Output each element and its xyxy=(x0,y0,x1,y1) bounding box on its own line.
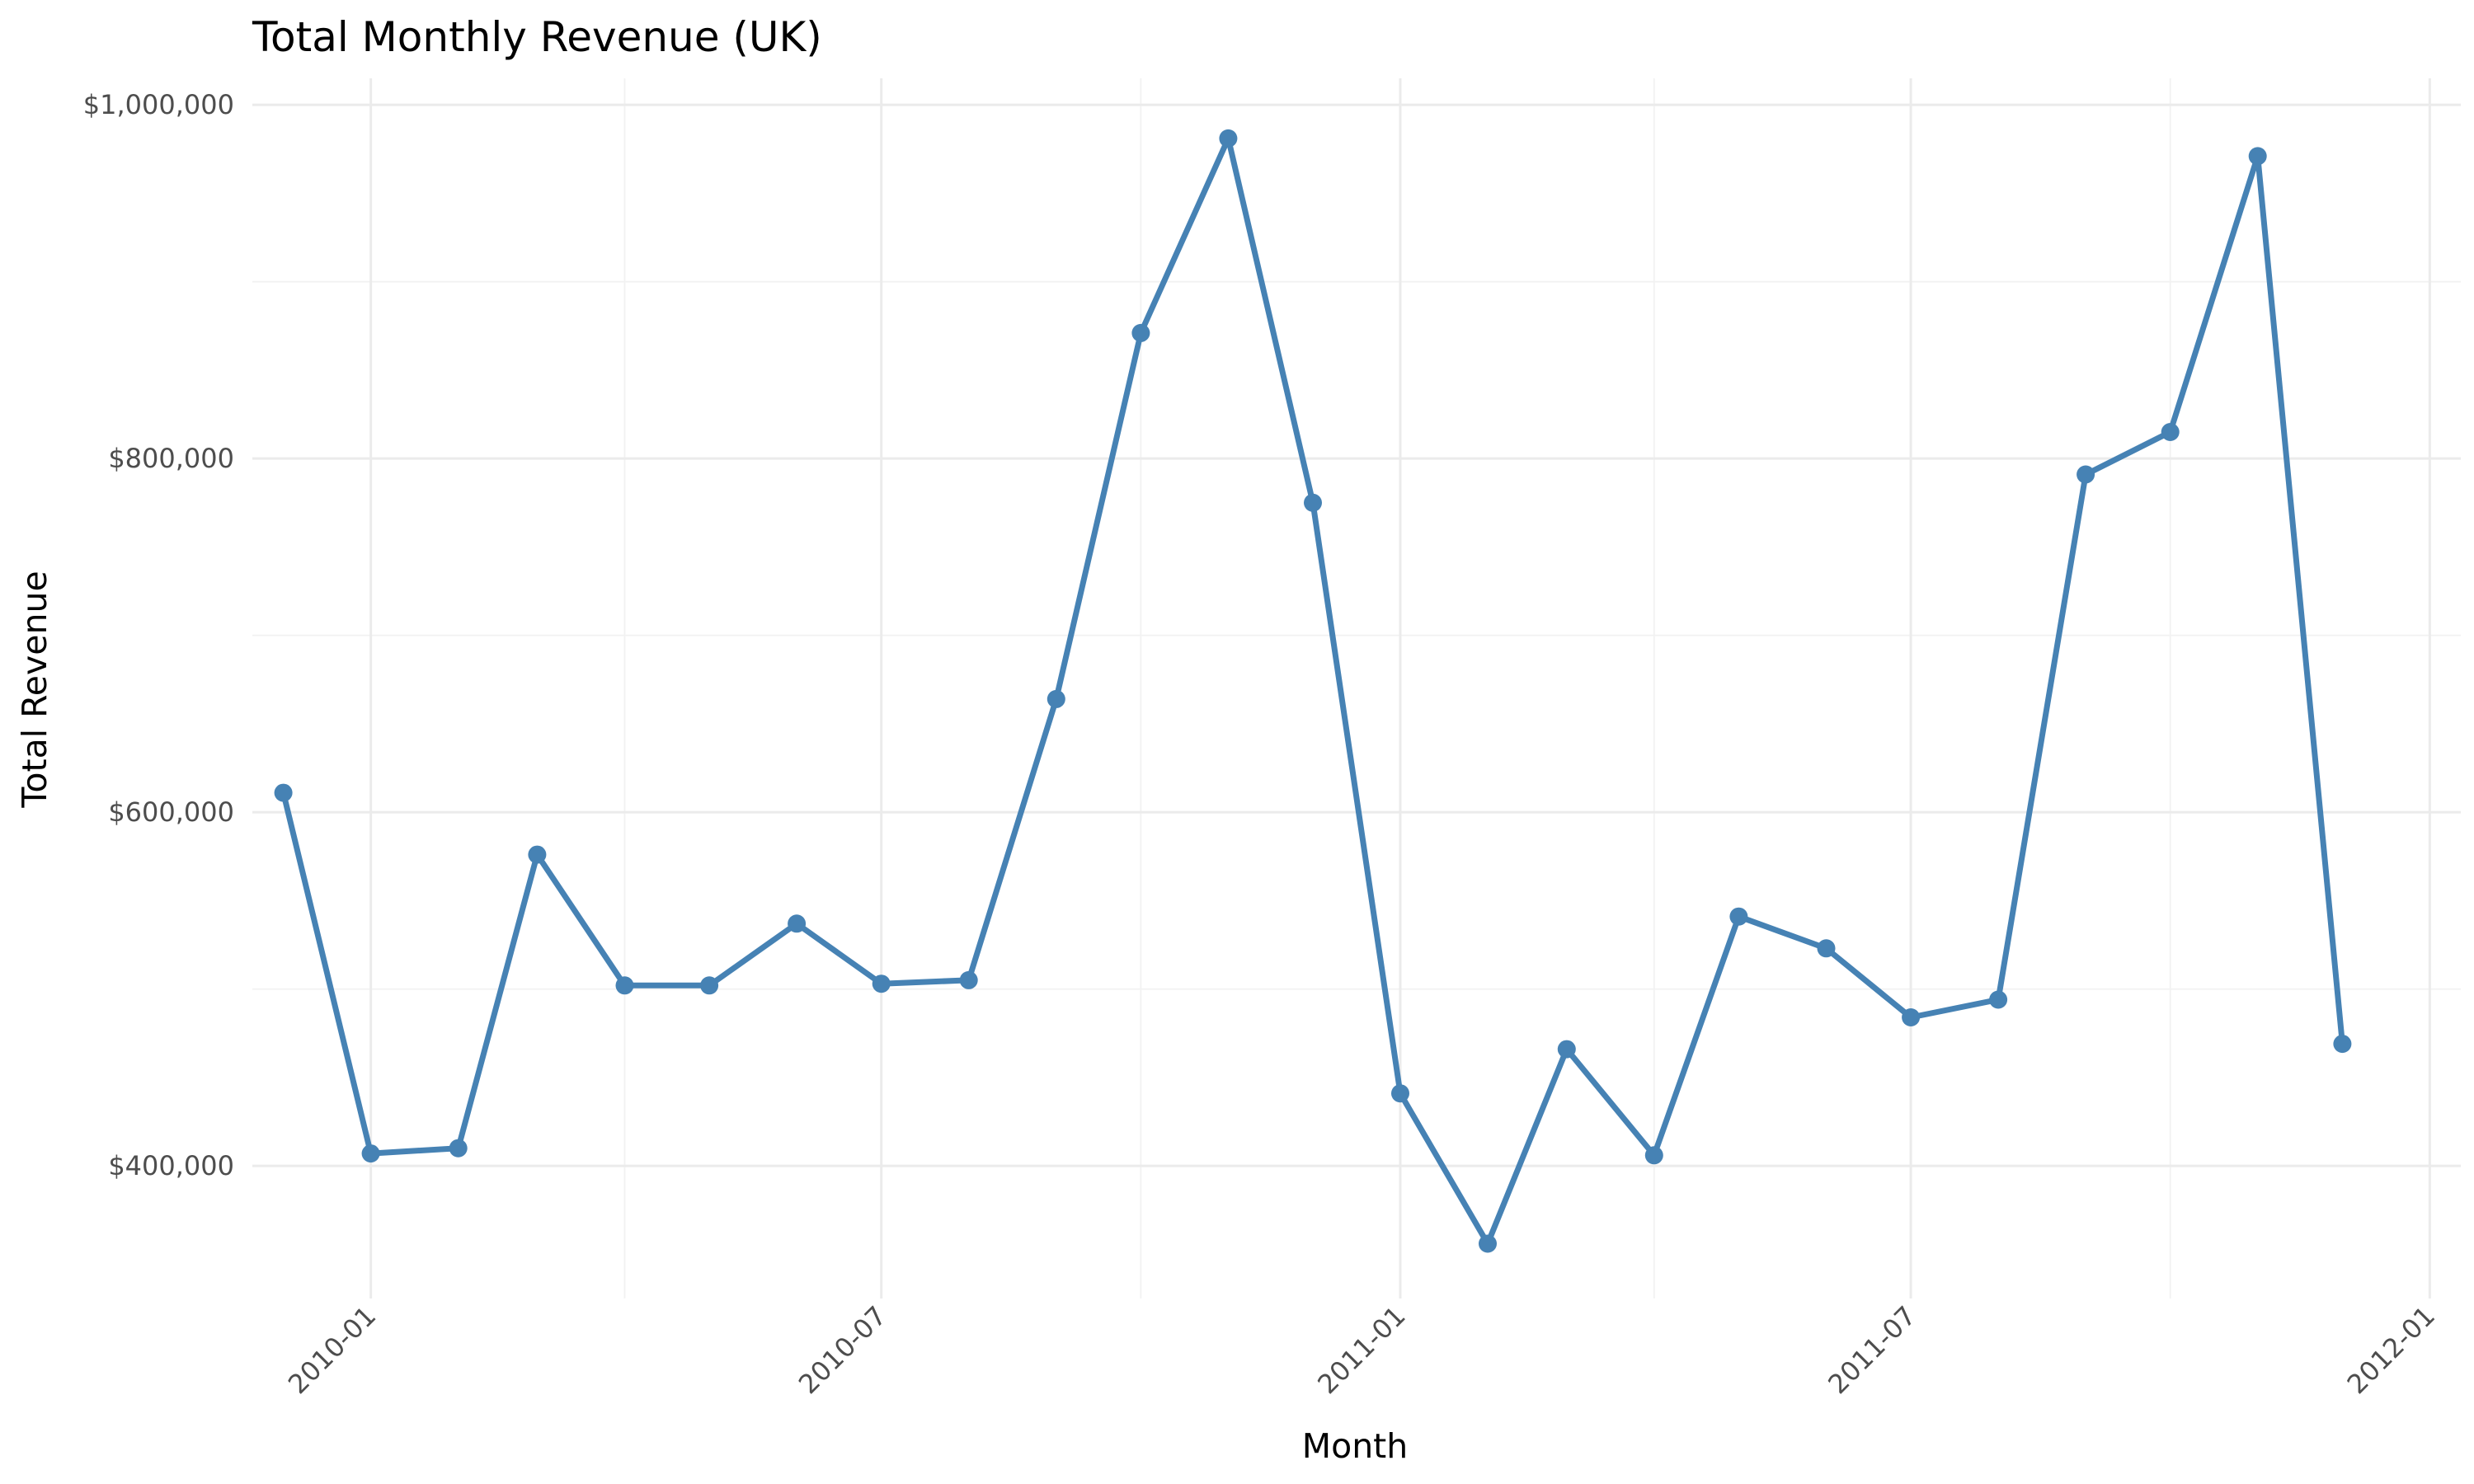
y-tick-label: $800,000 xyxy=(108,443,234,474)
data-point xyxy=(1902,1008,1921,1026)
data-point xyxy=(1304,493,1322,512)
data-point xyxy=(449,1139,468,1158)
data-point xyxy=(1219,129,1238,148)
y-tick-label: $400,000 xyxy=(108,1150,234,1181)
data-point xyxy=(788,914,807,933)
data-point xyxy=(1391,1084,1409,1103)
data-point xyxy=(2161,423,2180,441)
series xyxy=(274,129,2352,1253)
data-point xyxy=(1479,1234,1497,1253)
data-point xyxy=(872,974,891,993)
data-point xyxy=(2248,147,2267,166)
data-point xyxy=(1047,689,1065,708)
data-point xyxy=(1729,907,1748,926)
data-point xyxy=(274,783,293,802)
data-point xyxy=(700,976,719,995)
y-tick-label: $1,000,000 xyxy=(83,89,234,120)
data-point xyxy=(1817,939,1836,958)
data-point xyxy=(2333,1035,2352,1054)
data-point xyxy=(959,970,978,989)
data-point xyxy=(1131,323,1150,342)
grid xyxy=(252,78,2461,1298)
y-tick-label: $600,000 xyxy=(108,796,234,828)
data-point xyxy=(528,845,547,864)
data-point xyxy=(2077,465,2095,484)
data-point xyxy=(1644,1146,1663,1165)
data-point xyxy=(1557,1040,1576,1059)
data-point xyxy=(1989,990,2008,1009)
x-axis-title: Month xyxy=(1302,1426,1409,1466)
chart-title: Total Monthly Revenue (UK) xyxy=(252,13,822,61)
data-point xyxy=(615,976,634,995)
y-axis-title: Total Revenue xyxy=(15,571,54,808)
data-point xyxy=(361,1144,380,1163)
y-tick-labels: $400,000 $600,000 $800,000 $1,000,000 xyxy=(83,89,234,1181)
